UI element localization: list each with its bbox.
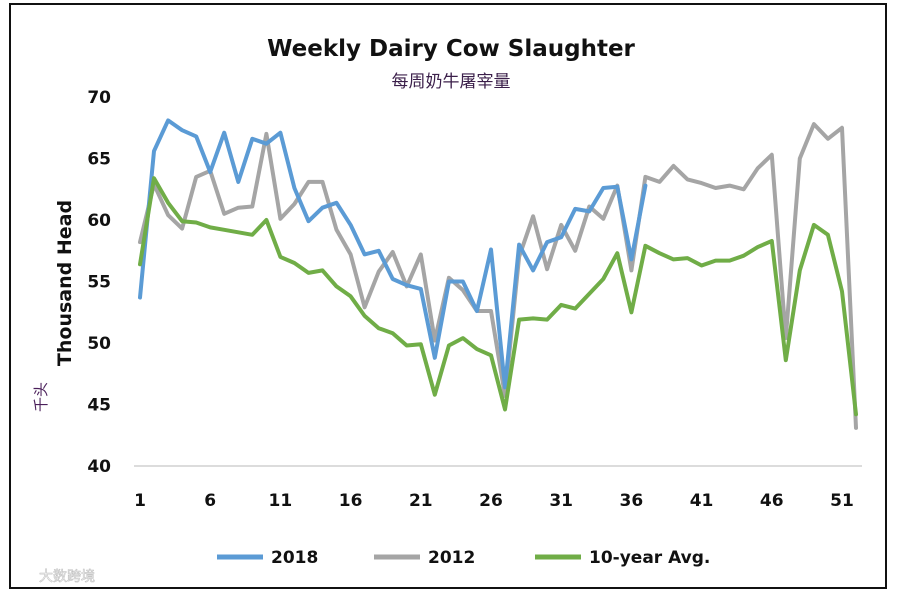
legend-label: 2012 <box>428 548 475 568</box>
y-tick-label: 60 <box>87 211 111 231</box>
x-tick-label: 21 <box>409 491 433 511</box>
x-tick-label: 31 <box>549 491 573 511</box>
x-tick-label: 41 <box>690 491 714 511</box>
y-tick-labels: 40 45 50 55 60 65 70 <box>87 88 111 477</box>
watermark: 大数跨境 <box>39 569 95 585</box>
series-line-2012 <box>138 122 858 430</box>
legend-label: 10-year Avg. <box>589 548 710 568</box>
x-tick-label: 1 <box>134 491 146 511</box>
y-axis-label-cn: 千头 <box>32 382 50 412</box>
x-tick-label: 36 <box>620 491 644 511</box>
x-tick-label: 51 <box>830 491 854 511</box>
chart-frame: Weekly Dairy Cow Slaughter 每周奶牛屠宰量 Thous… <box>9 3 887 589</box>
x-tick-label: 26 <box>479 491 503 511</box>
y-tick-label: 70 <box>87 88 111 108</box>
chart-title: Weekly Dairy Cow Slaughter <box>267 36 635 62</box>
legend-label: 2018 <box>271 548 318 568</box>
legend: 2018 2012 10-year Avg. <box>217 548 710 568</box>
y-tick-label: 40 <box>87 457 111 477</box>
y-tick-label: 65 <box>87 150 111 170</box>
y-tick-label: 55 <box>87 273 111 293</box>
x-tick-label: 46 <box>760 491 784 511</box>
series-line-2018 <box>138 118 648 390</box>
y-tick-label: 50 <box>87 334 111 354</box>
series-line-10-year-avg <box>138 176 858 417</box>
y-tick-label: 45 <box>87 396 111 416</box>
x-tick-label: 11 <box>269 491 293 511</box>
series-lines <box>138 118 858 430</box>
chart-subtitle: 每周奶牛屠宰量 <box>392 72 511 92</box>
x-tick-label: 16 <box>339 491 363 511</box>
x-tick-label: 6 <box>204 491 216 511</box>
chart: Weekly Dairy Cow Slaughter 每周奶牛屠宰量 Thous… <box>32 36 862 585</box>
y-axis-label: Thousand Head <box>54 200 76 366</box>
x-tick-labels: 1 6 11 16 21 26 31 36 41 46 51 <box>134 491 854 511</box>
